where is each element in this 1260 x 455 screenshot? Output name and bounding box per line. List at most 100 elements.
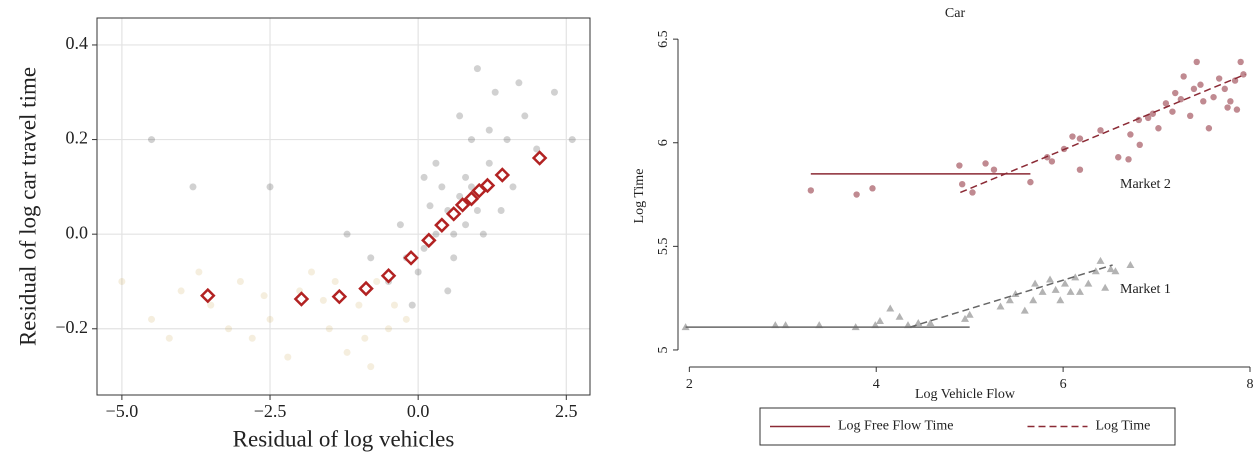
point (1126, 261, 1135, 268)
annotation: Market 2 (1120, 177, 1171, 192)
point (479, 230, 487, 238)
x-tick-label: 0.0 (407, 401, 430, 421)
point (1215, 75, 1223, 82)
point (361, 334, 369, 342)
point (1011, 290, 1020, 298)
point (177, 287, 185, 295)
point (1066, 287, 1075, 295)
x-tick-label: 8 (1247, 377, 1254, 392)
y-tick-label: 0.2 (66, 128, 89, 148)
point (456, 192, 464, 200)
point (308, 268, 316, 276)
point (225, 325, 233, 333)
point (343, 348, 351, 356)
chart-title: Car (945, 6, 966, 21)
point (491, 88, 499, 96)
point (1071, 273, 1080, 281)
point (331, 277, 339, 285)
point (1115, 154, 1122, 161)
point (781, 321, 790, 329)
point (515, 79, 523, 87)
legend-label: Log Free Flow Time (838, 419, 954, 434)
y-tick-label: 0.0 (66, 222, 89, 242)
x-axis-title: Residual of log vehicles (233, 426, 455, 451)
x-tick-label: 2 (686, 377, 693, 392)
point (1091, 267, 1100, 275)
point (426, 202, 434, 210)
point (1227, 98, 1234, 105)
y-tick-label: −0.2 (55, 317, 88, 337)
point (895, 312, 904, 320)
point (473, 207, 481, 215)
point (990, 166, 998, 173)
point (373, 277, 381, 285)
point (969, 189, 976, 196)
point (982, 160, 989, 167)
fit-line (909, 264, 1113, 328)
point (420, 244, 428, 252)
point (1005, 296, 1014, 304)
x-tick-label: −2.5 (254, 401, 287, 421)
point (473, 65, 481, 73)
point (1076, 135, 1084, 142)
point (148, 136, 156, 144)
point (533, 145, 541, 153)
point (807, 187, 815, 194)
point (1155, 125, 1162, 132)
bin-mean (200, 287, 216, 304)
bin-mean (434, 217, 450, 233)
point (1231, 77, 1239, 84)
bin-mean (380, 268, 397, 284)
point (1205, 125, 1213, 132)
point (1240, 71, 1247, 78)
point (1096, 256, 1105, 264)
plot-background (97, 18, 590, 395)
point (1075, 287, 1084, 295)
point (165, 334, 173, 342)
point (1027, 178, 1034, 186)
point (1127, 131, 1134, 138)
legend-label: Log Time (1096, 419, 1151, 434)
bin-mean (421, 232, 437, 249)
point (118, 277, 126, 285)
point (420, 173, 428, 181)
point (869, 185, 876, 192)
point (961, 314, 969, 322)
point (1200, 98, 1207, 105)
bin-mean (358, 280, 374, 297)
x-tick-label: 6 (1060, 377, 1067, 392)
point (444, 287, 452, 295)
point (1224, 104, 1231, 111)
point (1111, 267, 1120, 275)
point (1060, 279, 1069, 287)
point (509, 183, 517, 191)
point (462, 221, 470, 229)
point (207, 301, 215, 309)
y-tick-label: 0.4 (66, 33, 89, 53)
point (1172, 89, 1179, 97)
point (355, 301, 363, 309)
point (1210, 93, 1217, 101)
y-axis-title: Residual of log car travel time (15, 67, 40, 346)
point (450, 230, 458, 238)
point (996, 302, 1005, 310)
point (248, 334, 256, 342)
point (450, 254, 458, 262)
point (1031, 279, 1040, 287)
point (1180, 73, 1187, 80)
point (266, 315, 274, 323)
point (1177, 96, 1185, 103)
y-tick-label: 5 (656, 346, 671, 353)
point (438, 183, 446, 191)
y-axis-title: Log Time (632, 169, 647, 224)
point (284, 353, 292, 361)
point (521, 112, 529, 120)
point (1125, 156, 1132, 163)
point (467, 183, 475, 191)
point (396, 221, 404, 229)
point (958, 180, 966, 188)
point (485, 126, 493, 134)
point (926, 319, 935, 327)
